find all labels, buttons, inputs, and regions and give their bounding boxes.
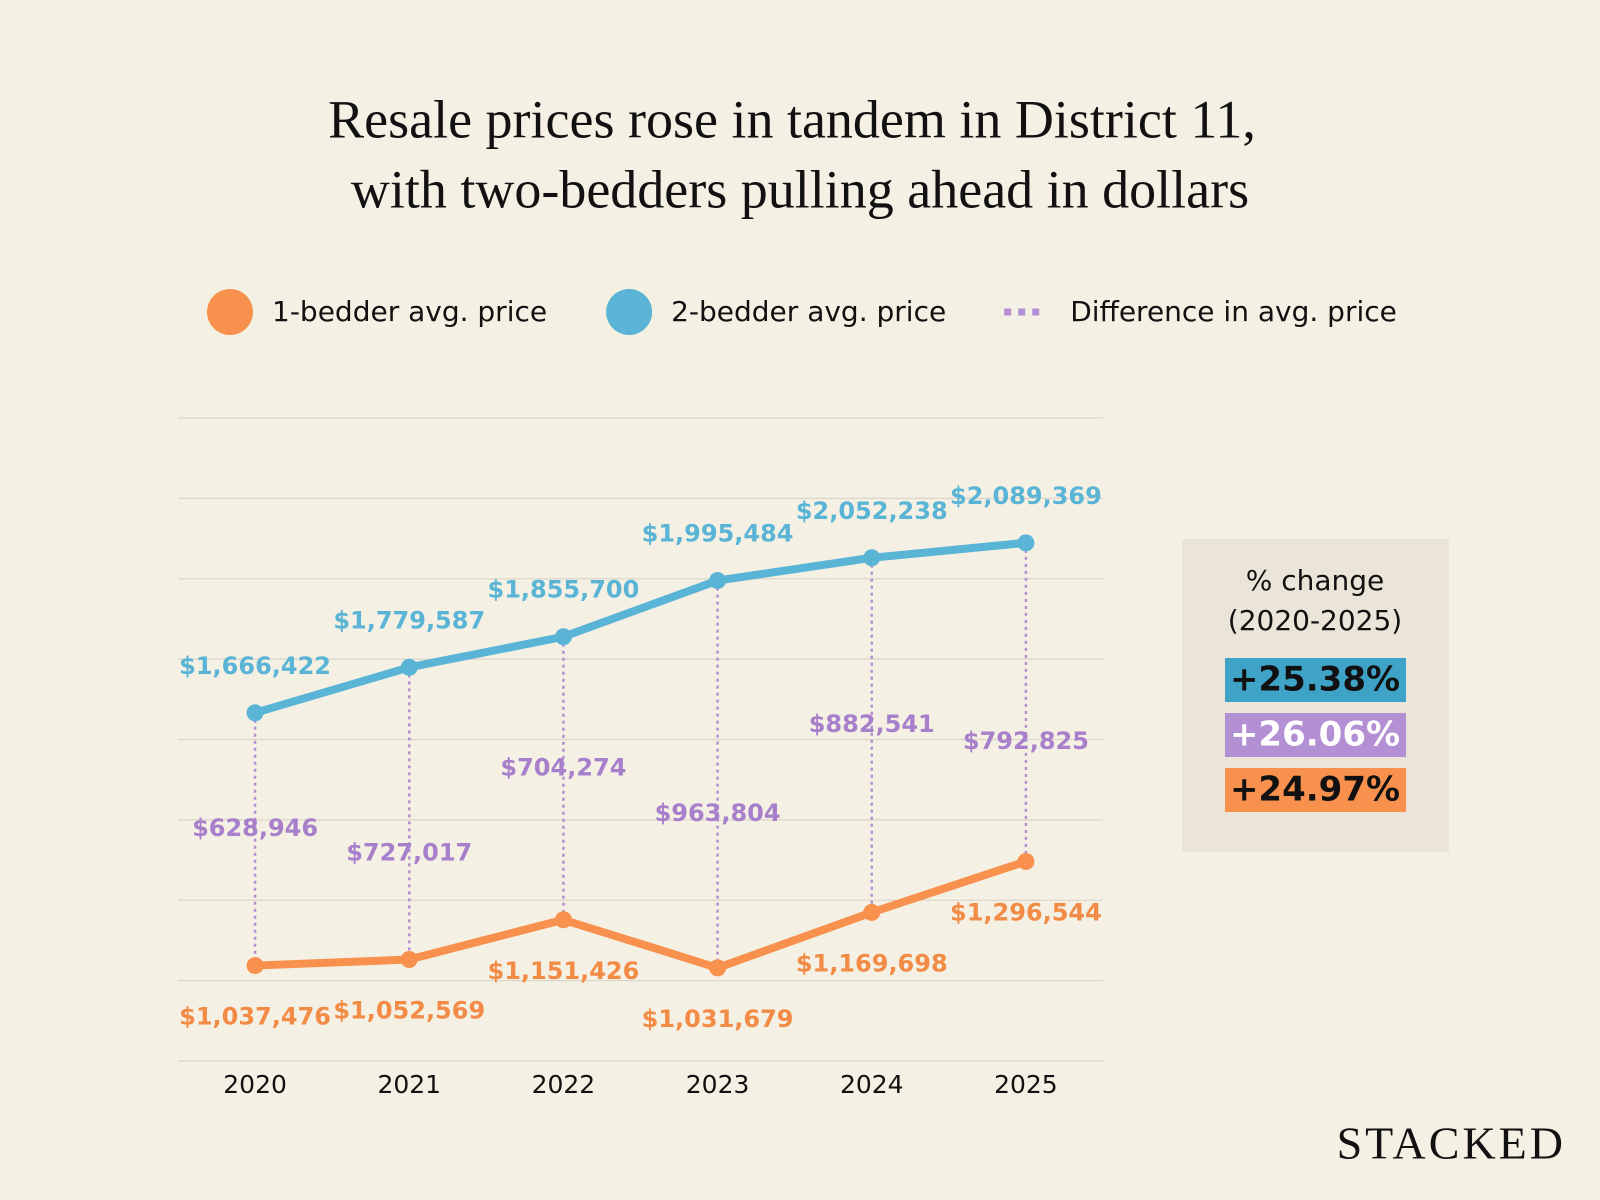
x-tick-label: 2021 [377,1070,441,1099]
data-label: $1,052,569 [333,996,485,1024]
series-point [1017,852,1035,870]
legend-label: 1-bedder avg. price [272,295,547,328]
change-badge-label: +25.38% [1230,660,1400,700]
brand: STACKED [1337,1118,1566,1169]
series-point [246,957,264,975]
chart-subtitle: with two-bedders pulling ahead in dollar… [351,159,1249,219]
difference-label: $628,946 [192,814,318,842]
data-label: $1,169,698 [796,949,948,977]
data-label: $1,031,679 [642,1005,794,1033]
difference-label: $727,017 [346,838,472,866]
series-point [246,704,264,722]
x-tick-label: 2025 [994,1070,1058,1099]
difference-label: $963,804 [655,799,781,827]
series-line [253,538,1027,717]
legend-swatch [606,289,653,335]
data-label: $1,151,426 [488,957,640,985]
legend-swatch [207,289,253,335]
change-badge [1225,768,1406,812]
series-point [709,959,727,977]
change-badge [1225,713,1406,757]
series-line [254,857,1028,972]
x-tick-label: 2020 [223,1070,287,1099]
series-point [1017,534,1035,552]
change-badge [1225,658,1406,702]
data-label: $1,779,587 [333,606,485,634]
series-point [554,628,572,646]
x-tick-label: 2023 [686,1070,750,1099]
data-label: $1,037,476 [179,1003,331,1031]
difference-label: $792,825 [963,727,1089,755]
change-badge-label: +26.06% [1230,715,1400,755]
data-label: $2,052,238 [796,497,948,525]
change-box-title: (2020-2025) [1228,604,1402,637]
difference-label: $882,541 [809,710,935,738]
series-point [554,911,572,929]
data-label: $1,995,484 [642,520,794,548]
series-point [863,903,881,921]
x-tick-label: 2022 [532,1070,596,1099]
data-label: $2,089,369 [950,482,1102,510]
data-label: $1,296,544 [950,898,1102,926]
series-point [400,950,418,968]
change-badge-label: +24.97% [1230,770,1400,810]
data-label: $1,855,700 [488,576,640,604]
change-box-title: % change [1246,564,1385,597]
series-point [709,572,727,590]
legend-label: 2-bedder avg. price [671,295,946,328]
series-point [400,658,418,676]
chart-title: Resale prices rose in tandem in District… [328,89,1256,149]
legend-label: Difference in avg. price [1070,295,1397,328]
series-point [863,549,881,567]
difference-label: $704,274 [500,753,626,781]
x-tick-label: 2024 [840,1070,904,1099]
data-label: $1,666,422 [179,652,331,680]
